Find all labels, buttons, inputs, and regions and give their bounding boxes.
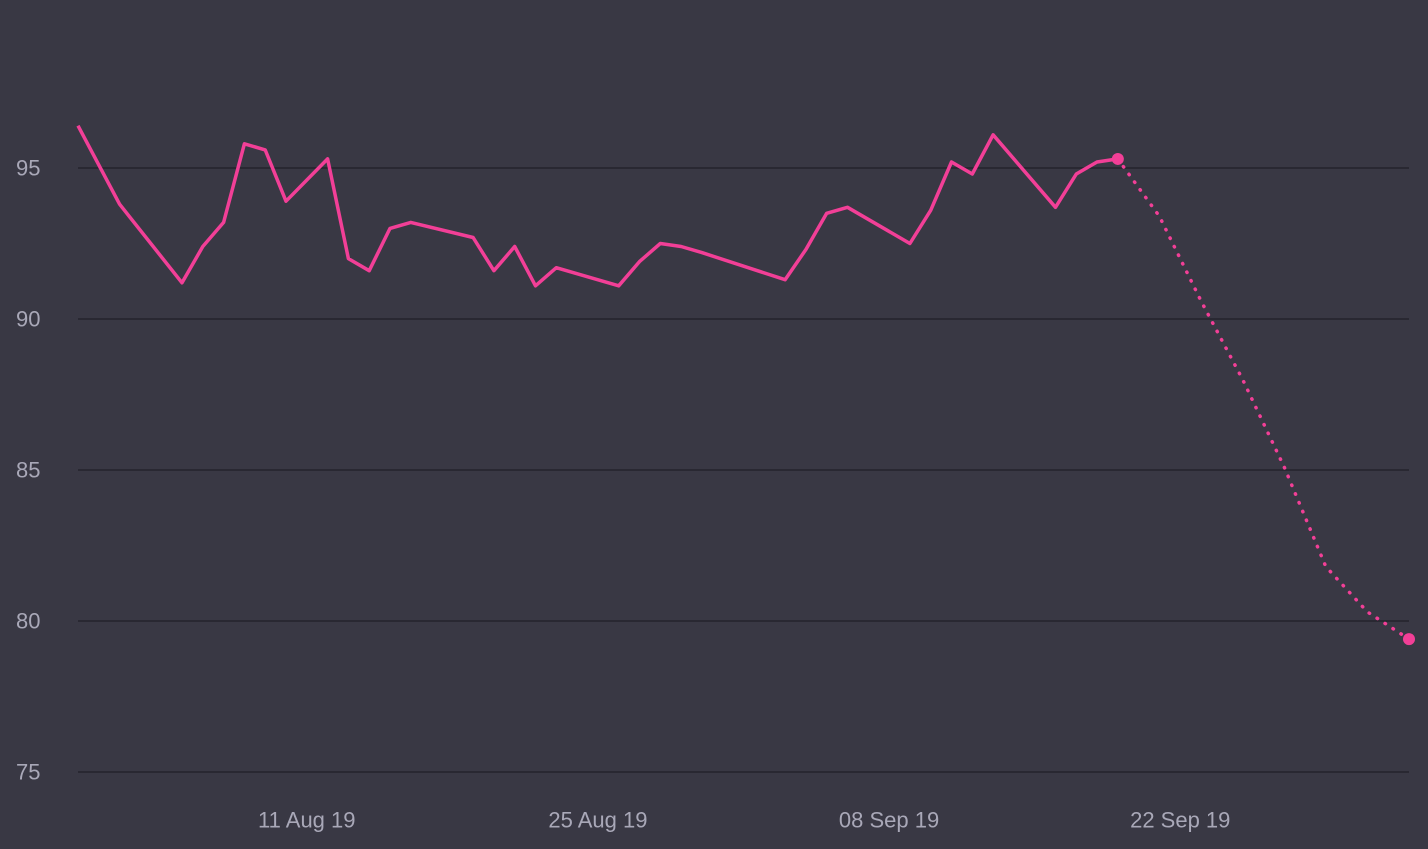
x-tick-label: 11 Aug 19 [258, 808, 355, 833]
x-axis-tick-labels: 11 Aug 19 25 Aug 19 08 Sep 19 22 Sep 19 [258, 808, 1230, 833]
y-tick-label: 75 [16, 760, 40, 785]
y-axis-tick-labels: 75 80 85 90 95 [16, 156, 40, 785]
forecast-series-line [1116, 157, 1411, 641]
forecast-end-dot[interactable] [1403, 633, 1415, 646]
x-tick-label: 08 Sep 19 [839, 808, 939, 833]
y-tick-label: 95 [16, 156, 40, 181]
history-series-line [76, 124, 1119, 288]
series-points [1111, 152, 1415, 646]
series-lines [76, 124, 1411, 641]
x-tick-label: 22 Sep 19 [1130, 808, 1230, 833]
y-tick-label: 80 [16, 609, 40, 634]
grid-lines [78, 167, 1409, 773]
y-tick-label: 90 [16, 307, 40, 332]
x-tick-label: 25 Aug 19 [548, 808, 647, 833]
y-tick-label: 85 [16, 458, 40, 483]
forecast-start-dot[interactable] [1111, 152, 1124, 165]
